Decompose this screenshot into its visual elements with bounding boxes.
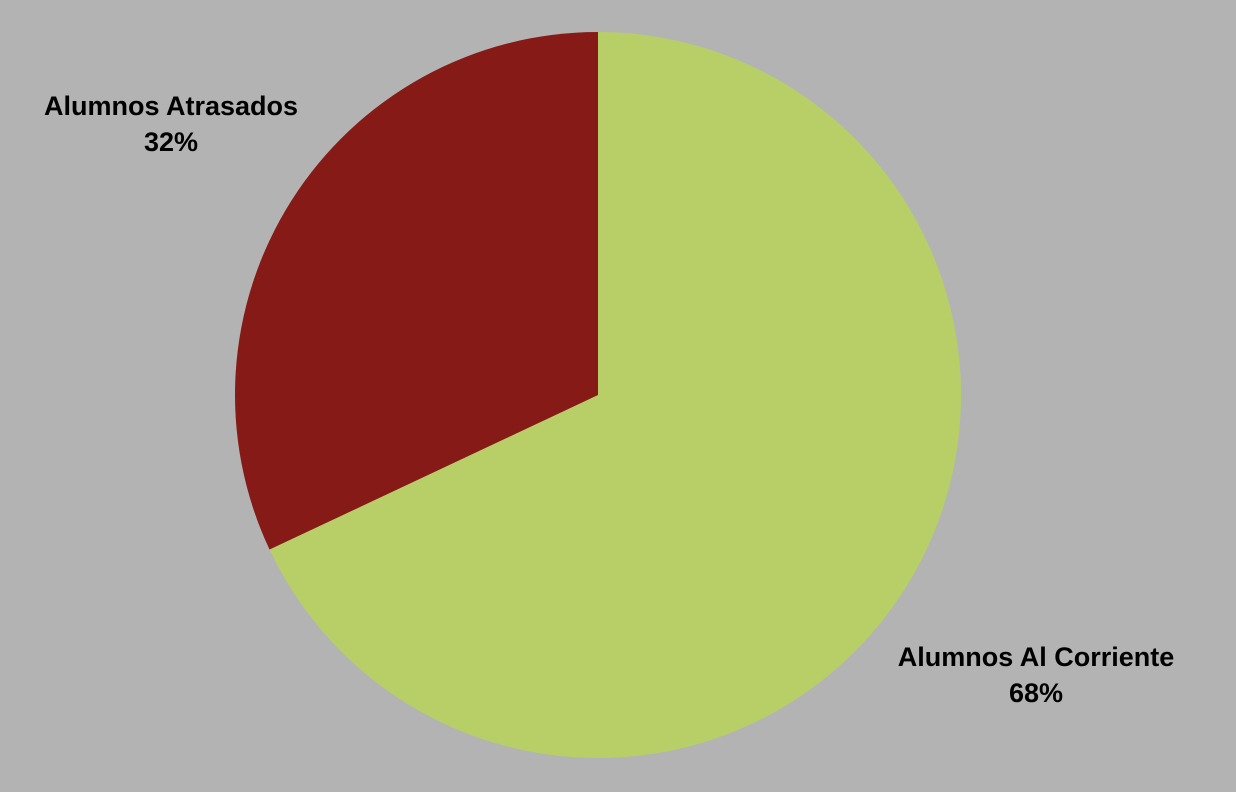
pie-slice-alumnos-al-corriente: [269, 32, 962, 758]
data-label-alumnos-atrasados: Alumnos Atrasados 32%: [30, 88, 312, 160]
data-label-alumnos-al-corriente: Alumnos Al Corriente 68%: [880, 639, 1192, 711]
slice-label-name: Alumnos Al Corriente: [897, 642, 1175, 672]
pie-slice-alumnos-atrasados: [235, 32, 598, 550]
slice-label-value: 68%: [1008, 678, 1064, 708]
slice-label-name: Alumnos Atrasados: [43, 91, 299, 121]
slice-label-value: 32%: [143, 127, 199, 157]
